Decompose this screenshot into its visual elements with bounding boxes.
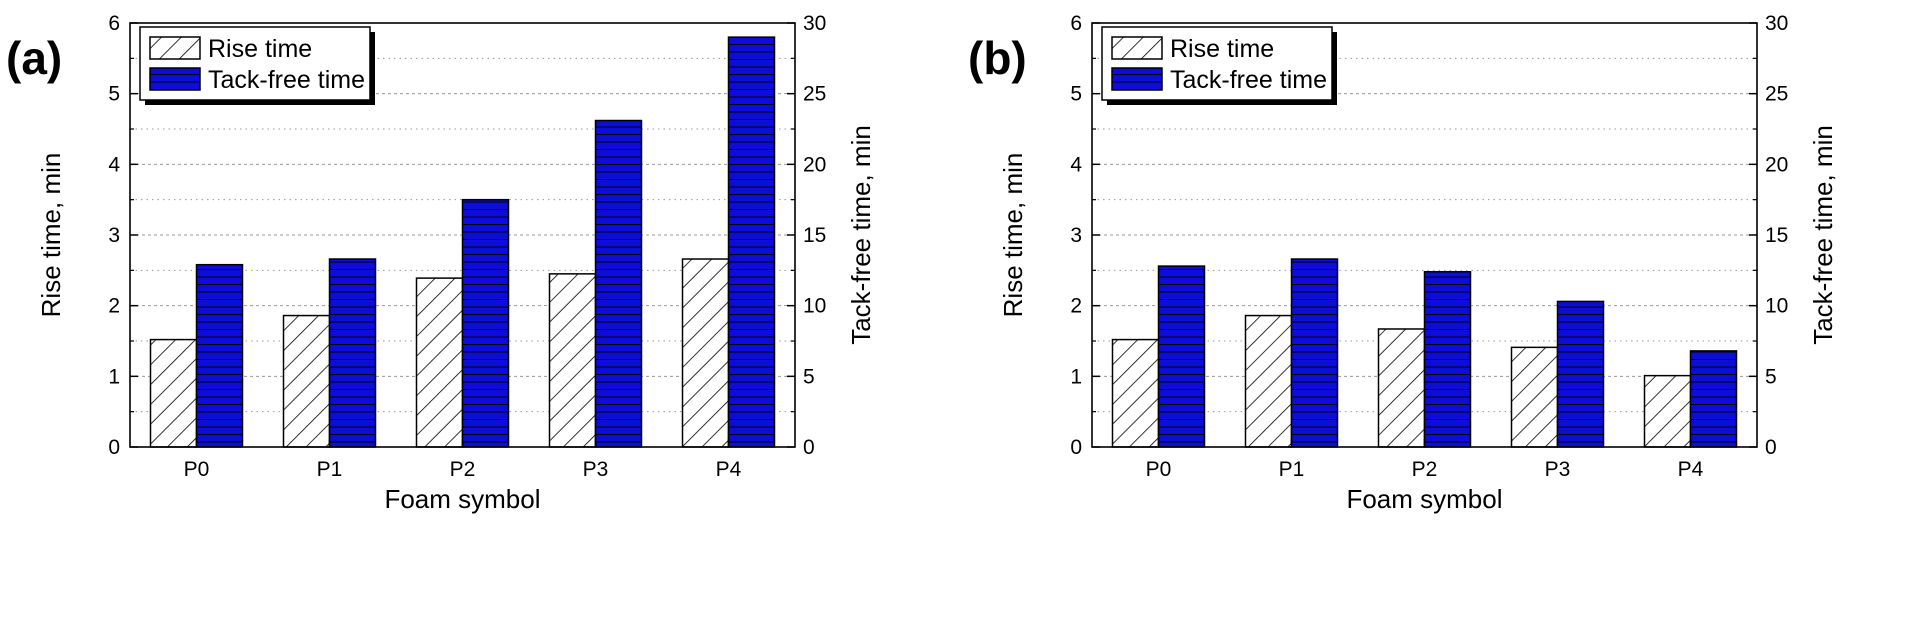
bar-rise-time-P1: [1244, 314, 1293, 448]
y-tick-label: 1: [1070, 365, 1082, 388]
legend-label-rise-time: Rise time: [208, 35, 312, 63]
x-tick-label: P4: [716, 458, 742, 481]
y-tick-label: 5: [1070, 83, 1082, 106]
y-axis-left: 0 1 2 3 4 5 6: [108, 12, 138, 459]
legend-swatch-rise-time: [1111, 36, 1163, 60]
legend: Rise time Tack-free time: [139, 26, 375, 105]
y-tick-label: 6: [108, 12, 120, 35]
y-axis-title: Rise time, min: [36, 153, 66, 318]
x-tick-label: P3: [583, 458, 609, 481]
chart-b-svg: 0 1 2 3 4 5 6 0 5 10 15 20 25 30 P0 P1 P2 P3 P4 Foam symbol…: [968, 12, 1838, 514]
legend: Rise time Tack-free time: [1101, 26, 1337, 105]
chart-a-svg: 0 1 2 3 4 5 6 0 5 10 15 20 25 30 P0 P1 P2 P3 P4 Foam symbol…: [6, 12, 876, 514]
x-axis: P0 P1 P2 P3 P4: [1146, 439, 1704, 481]
y-tick-label: 4: [1070, 153, 1082, 176]
bar-rise-time-P2: [415, 277, 464, 448]
y-tick-label: 6: [1070, 12, 1082, 35]
y-tick-label: 4: [108, 153, 120, 176]
y2-tick-label: 5: [803, 365, 815, 388]
bar-tack-free-time-P0: [1157, 265, 1206, 448]
y2-tick-label: 25: [1765, 83, 1788, 106]
bar-tack-free-time-P4: [727, 36, 776, 448]
bar-rise-time-P4: [1643, 374, 1692, 448]
y-tick-label: 0: [1070, 436, 1082, 459]
bar-rise-time-P0: [149, 338, 198, 448]
bar-tack-free-time-P1: [1290, 258, 1339, 448]
bar-rise-time-P0: [1111, 338, 1160, 448]
y-tick-label: 3: [108, 224, 120, 247]
y-tick-label: 2: [1070, 295, 1082, 318]
bar-tack-free-time-P3: [594, 119, 643, 448]
x-tick-label: P3: [1545, 458, 1571, 481]
y-tick-label: 1: [108, 365, 120, 388]
y-tick-label: 2: [108, 295, 120, 318]
y2-tick-label: 30: [1765, 12, 1788, 35]
bars: [149, 36, 776, 448]
x-axis: P0 P1 P2 P3 P4: [184, 439, 742, 481]
y2-tick-label: 15: [1765, 224, 1788, 247]
y2-tick-label: 15: [803, 224, 826, 247]
legend-label-rise-time: Rise time: [1170, 35, 1274, 63]
bar-tack-free-time-P4: [1689, 350, 1738, 448]
legend-label-tack-free-time: Tack-free time: [208, 66, 365, 94]
y-tick-label: 5: [108, 83, 120, 106]
y-axis-right: 0 5 10 15 20 25 30: [787, 12, 826, 459]
bars: [1111, 258, 1738, 448]
bar-tack-free-time-P2: [1423, 270, 1472, 448]
chart-panel-b: 0 1 2 3 4 5 6 0 5 10 15 20 25 30 P0 P1 P2 P3 P4 Foam symbol…: [962, 0, 1924, 643]
y2-tick-label: 20: [803, 153, 826, 176]
y2-tick-label: 0: [1765, 436, 1777, 459]
y2-axis-title: Tack-free time, min: [1808, 125, 1838, 345]
bar-tack-free-time-P0: [195, 263, 244, 448]
bar-rise-time-P4: [681, 258, 730, 448]
y2-tick-label: 25: [803, 83, 826, 106]
panel-label: (b): [968, 32, 1027, 84]
x-tick-label: P4: [1678, 458, 1704, 481]
y2-tick-label: 20: [1765, 153, 1788, 176]
y-axis-right: 0 5 10 15 20 25 30: [1749, 12, 1788, 459]
bar-rise-time-P3: [548, 273, 597, 448]
x-tick-label: P1: [317, 458, 343, 481]
x-tick-label: P0: [184, 458, 210, 481]
legend-swatch-rise-time: [149, 36, 201, 60]
y2-tick-label: 0: [803, 436, 815, 459]
x-tick-label: P1: [1279, 458, 1305, 481]
y-tick-label: 3: [1070, 224, 1082, 247]
bar-tack-free-time-P2: [461, 198, 510, 448]
x-axis-title: Foam symbol: [1346, 484, 1502, 514]
legend-swatch-tack-free-time: [149, 67, 201, 91]
y2-tick-label: 10: [803, 295, 826, 318]
y2-tick-label: 5: [1765, 365, 1777, 388]
panel-label: (a): [6, 32, 62, 84]
chart-panel-a: 0 1 2 3 4 5 6 0 5 10 15 20 25 30 P0 P1 P2 P3 P4 Foam symbol…: [6, 12, 876, 514]
x-axis-title: Foam symbol: [384, 484, 540, 514]
bar-rise-time-P1: [282, 314, 331, 448]
y-tick-label: 0: [108, 436, 120, 459]
bar-rise-time-P2: [1377, 328, 1426, 448]
y-axis-left: 0 1 2 3 4 5 6: [1070, 12, 1100, 459]
bar-tack-free-time-P3: [1556, 300, 1605, 448]
x-tick-label: P2: [1412, 458, 1438, 481]
y2-tick-label: 30: [803, 12, 826, 35]
legend-label-tack-free-time: Tack-free time: [1170, 66, 1327, 94]
y2-tick-label: 10: [1765, 295, 1788, 318]
y2-axis-title: Tack-free time, min: [846, 125, 876, 345]
legend-swatch-tack-free-time: [1111, 67, 1163, 91]
x-tick-label: P2: [450, 458, 476, 481]
bar-tack-free-time-P1: [328, 258, 377, 448]
x-tick-label: P0: [1146, 458, 1172, 481]
y-axis-title: Rise time, min: [998, 153, 1028, 318]
bar-rise-time-P3: [1510, 346, 1559, 448]
